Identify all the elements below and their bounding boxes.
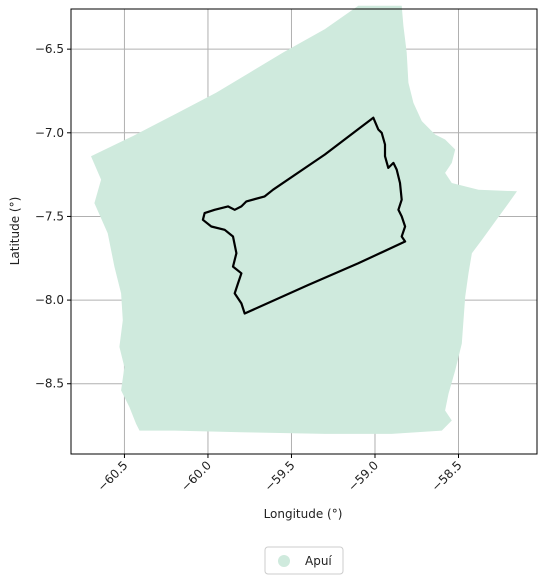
y-tick-label: −8.5 xyxy=(35,377,64,391)
y-tick-label: −7.5 xyxy=(35,209,64,223)
legend-marker xyxy=(278,555,290,567)
x-tick-label: −59.0 xyxy=(345,458,381,494)
x-tick-label: −60.5 xyxy=(95,458,131,494)
y-tick-label: −6.5 xyxy=(35,42,64,56)
y-tick-label: −8.0 xyxy=(35,293,64,307)
legend-label: Apuí xyxy=(305,554,332,568)
y-tick-label: −7.0 xyxy=(35,126,64,140)
legend: Apuí xyxy=(264,546,344,575)
x-tick-label: −58.5 xyxy=(429,458,465,494)
region-apui xyxy=(91,5,517,434)
x-axis-title: Longitude (°) xyxy=(264,507,343,521)
axes-frame xyxy=(70,8,538,455)
x-tick-label: −59.5 xyxy=(262,458,298,494)
y-axis-title: Latitude (°) xyxy=(8,197,22,266)
boundary-outline xyxy=(201,116,407,315)
x-tick-label: −60.0 xyxy=(178,458,214,494)
legend-frame xyxy=(264,546,344,575)
